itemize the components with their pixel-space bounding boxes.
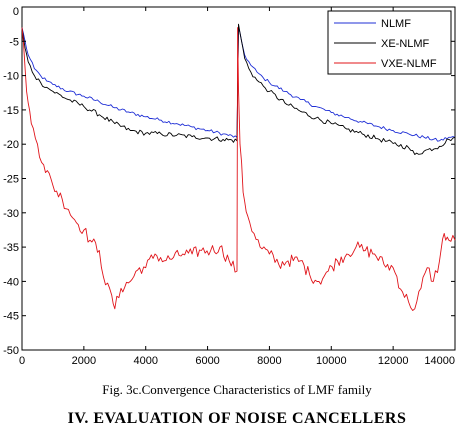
y-tick-label: -40	[3, 276, 19, 288]
x-tick-label: 8000	[257, 355, 281, 367]
legend: NLMF XE-NLMF VXE-NLMF	[327, 10, 452, 75]
y-tick-label: -25	[3, 174, 19, 186]
ticks-layer: 0 2000 4000 6000 8000 10000 12000 14000 0 -5 -10 -1…	[3, 6, 456, 367]
section-heading: IV. EVALUATION OF NOISE CANCELLERS	[67, 410, 407, 427]
figure-caption: Fig. 3c.Convergence Characteristics of L…	[102, 382, 372, 397]
legend-label-nlmf: NLMF	[381, 18, 411, 30]
legend-label-xe-nlmf: XE-NLMF	[381, 38, 430, 50]
chart: 0 2000 4000 6000 8000 10000 12000 14000 0 -5 -10 -1…	[3, 6, 456, 367]
y-tick-label: 0	[13, 6, 19, 18]
x-tick-label: 2000	[72, 355, 96, 367]
y-tick-label: -15	[3, 105, 19, 117]
y-tick-label: -30	[3, 208, 19, 220]
x-tick-label: 10000	[316, 355, 347, 367]
x-tick-label: 12000	[378, 355, 409, 367]
series-line-vxe-nlmf	[21, 27, 456, 311]
y-tick-label: -5	[9, 36, 19, 48]
x-tick-label: 4000	[133, 355, 157, 367]
legend-label-vxe-nlmf: VXE-NLMF	[381, 58, 437, 70]
y-tick-label: -10	[3, 71, 19, 83]
y-tick-label: -50	[3, 345, 19, 357]
y-tick-label: -45	[3, 311, 19, 323]
x-tick-label: 14000	[424, 355, 455, 367]
x-tick-label: 0	[19, 355, 25, 367]
y-tick-label: -35	[3, 242, 19, 254]
series-layer	[21, 23, 456, 311]
y-tick-label: -20	[3, 139, 19, 151]
x-tick-label: 6000	[195, 355, 219, 367]
